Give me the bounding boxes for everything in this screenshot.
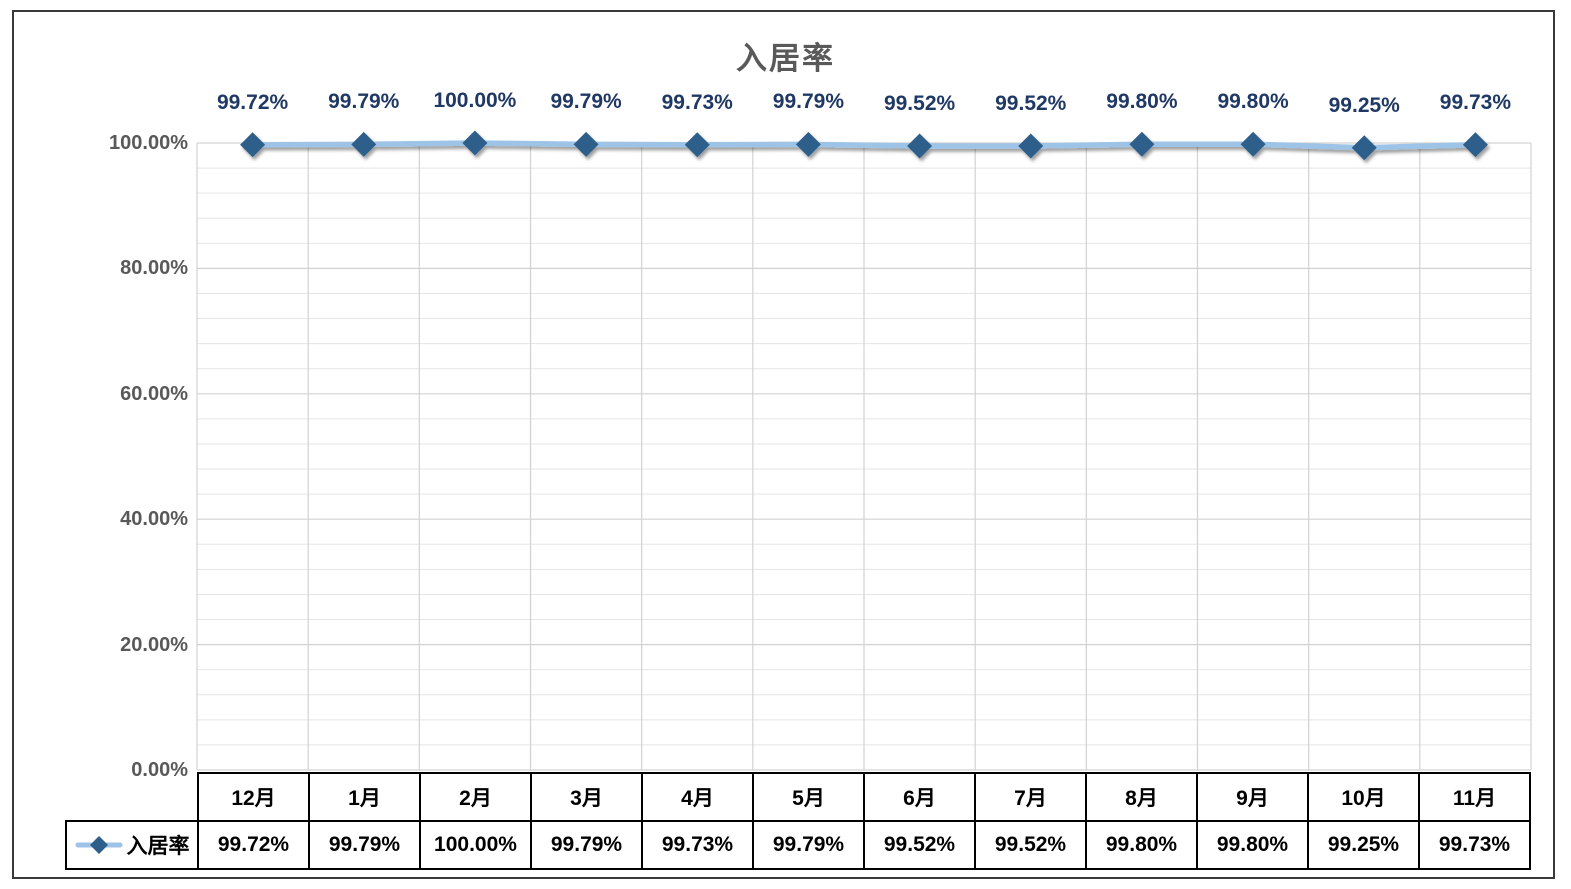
value-cell: 99.73%: [641, 820, 754, 870]
series-line: [240, 130, 1488, 161]
month-header-cell: 3月: [530, 772, 643, 822]
legend-line-marker-icon: [75, 836, 122, 854]
legend-label: 入居率: [126, 835, 190, 858]
value-cell: 99.79%: [530, 820, 643, 870]
data-label: 99.52%: [995, 92, 1067, 115]
y-axis-tick-label: 60.00%: [120, 382, 188, 405]
value-cell: 99.79%: [752, 820, 865, 870]
value-cell: 99.52%: [974, 820, 1087, 870]
diamond-marker-icon: [573, 131, 599, 157]
value-cell: 99.79%: [308, 820, 421, 870]
table-blank-cell: [66, 773, 198, 821]
month-header-cell: 7月: [974, 772, 1087, 822]
y-axis-tick-label: 80.00%: [120, 257, 188, 280]
data-label: 99.80%: [1217, 90, 1289, 114]
diamond-marker-icon: [1018, 133, 1044, 159]
data-label: 99.79%: [550, 90, 622, 114]
legend-cell: 入居率: [65, 820, 199, 870]
month-header-cell: 4月: [641, 772, 754, 822]
data-label: 100.00%: [433, 89, 517, 112]
chart-border-frame: [12, 10, 1555, 879]
month-header-cell: 5月: [752, 772, 865, 822]
y-axis-tick-label: 40.00%: [120, 508, 188, 531]
value-cell: 99.25%: [1307, 820, 1420, 870]
month-header-cell: 6月: [863, 772, 976, 822]
table-value-row: 入居率 99.72% 99.79% 100.00% 99.79% 99.73% 99.79%…: [65, 820, 1531, 870]
data-label: 99.25%: [1328, 93, 1400, 117]
y-axis-tick-label: 100.00%: [109, 132, 188, 154]
month-header-cell: 10月: [1307, 772, 1420, 822]
diamond-marker-icon: [907, 133, 933, 159]
value-cell: 99.73%: [1418, 820, 1531, 870]
diamond-marker-icon: [684, 132, 710, 158]
value-cell: 99.52%: [863, 820, 976, 870]
month-header-cell: 2月: [419, 772, 532, 822]
value-cell: 100.00%: [419, 820, 532, 870]
value-cell: 99.80%: [1196, 820, 1309, 870]
month-header-cell: 12月: [197, 772, 310, 822]
data-label: 99.72%: [216, 90, 289, 114]
data-label: 99.73%: [661, 90, 733, 114]
gridlines-vertical: [196, 143, 1532, 770]
data-table: 12月 1月 2月 3月 4月 5月 6月 7月 8月 9月 10月 11月 入居率 99.72% 99.7…: [65, 772, 1531, 870]
month-header-cell: 9月: [1196, 772, 1309, 822]
chart-title: 入居率: [736, 41, 835, 76]
diamond-marker-icon: [351, 131, 377, 157]
month-header-cell: 8月: [1085, 772, 1198, 822]
plot-area: [196, 130, 1532, 771]
data-label: 99.73%: [1439, 90, 1512, 114]
y-axis-tick-label: 20.00%: [120, 633, 188, 656]
y-axis-tick-label: 0.00%: [131, 759, 188, 781]
value-cell: 99.72%: [197, 820, 310, 870]
month-header-cell: 1月: [308, 772, 421, 822]
diamond-marker-icon: [1240, 131, 1266, 157]
data-label: 99.79%: [328, 90, 400, 114]
diamond-marker-icon: [462, 130, 488, 156]
diamond-marker-icon: [1129, 131, 1155, 157]
diamond-marker-icon: [1351, 135, 1377, 161]
data-label: 99.80%: [1106, 90, 1178, 114]
table-header-row: 12月 1月 2月 3月 4月 5月 6月 7月 8月 9月 10月 11月: [66, 772, 1531, 822]
diamond-marker-icon: [1462, 132, 1488, 158]
month-header-cell: 11月: [1418, 772, 1531, 822]
value-cell: 99.80%: [1085, 820, 1198, 870]
diamond-marker-icon: [795, 131, 821, 157]
series-markers: [240, 130, 1488, 161]
data-label: 99.79%: [772, 90, 845, 114]
data-label: 99.52%: [883, 92, 956, 115]
